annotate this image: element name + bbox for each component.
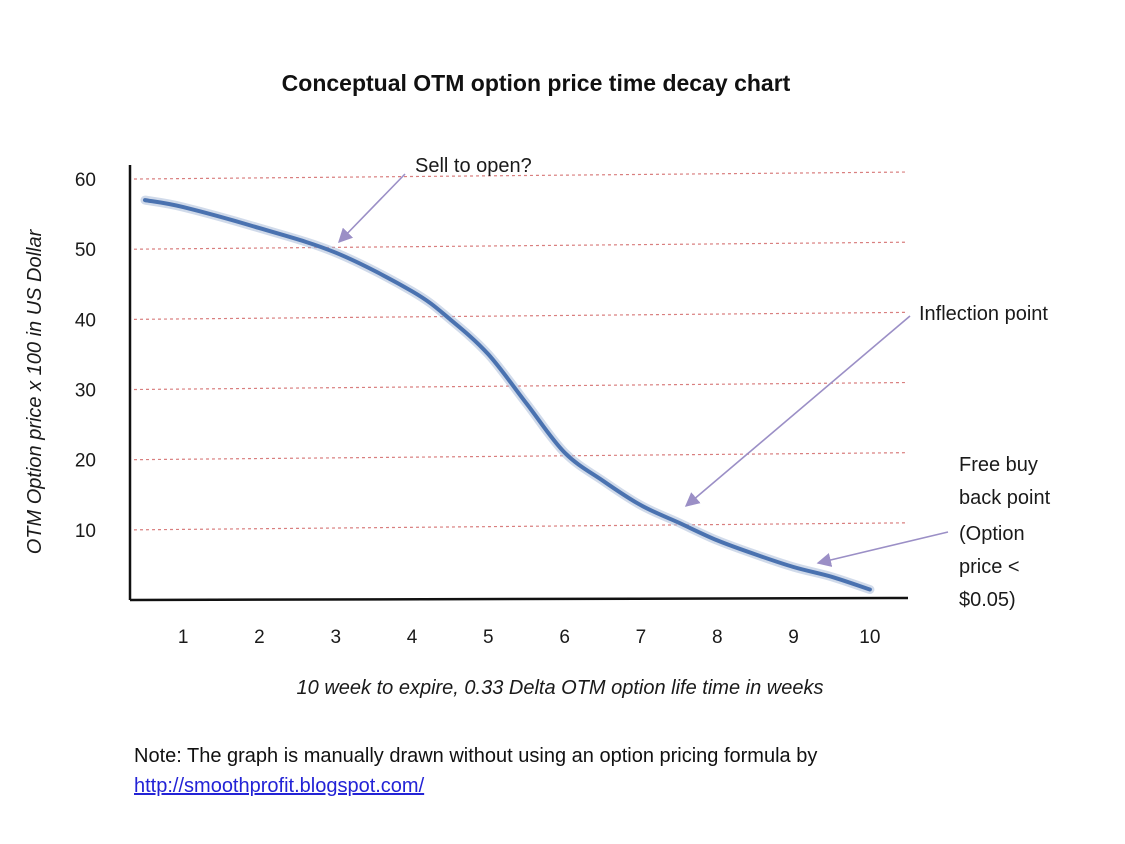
x-tick-label: 8 [712, 627, 723, 648]
annotation-arrow-buyback [816, 531, 949, 567]
x-tick-label: 9 [788, 627, 799, 648]
annotation-arrow-inflection [684, 315, 911, 507]
grid-line-30 [133, 381, 909, 391]
annotation-sell-to-open: Sell to open? [337, 155, 532, 244]
footnote-text: Note: The graph is manually drawn withou… [134, 745, 818, 767]
x-tick-label: 4 [407, 627, 418, 648]
x-axis-label: 10 week to expire, 0.33 Delta OTM option… [297, 677, 824, 699]
x-tick-label: 10 [859, 627, 880, 648]
grid-line-20 [133, 452, 909, 461]
annotation-label-buyback-line5: $0.05) [959, 589, 1016, 611]
series-line-shadow [140, 195, 875, 594]
series-line-otm-option-price [143, 198, 872, 592]
y-tick-labels: 10 20 30 40 50 60 [75, 170, 96, 542]
y-tick-label: 40 [75, 310, 96, 331]
y-axis-label: OTM Option price x 100 in US Dollar [24, 228, 46, 554]
annotation-label-buyback-line2: back point [959, 487, 1051, 509]
y-tick-label: 50 [75, 240, 96, 261]
x-tick-label: 5 [483, 627, 494, 648]
annotation-label-buyback-line4: price < [959, 556, 1020, 578]
x-tick-label: 6 [559, 627, 570, 648]
x-axis-line [129, 596, 909, 602]
x-tick-labels: 1 2 3 4 5 6 7 8 9 10 [178, 627, 881, 648]
x-tick-label: 3 [330, 627, 341, 648]
annotation-free-buy-back: Free buy back point (Option price < $0.0… [816, 454, 1051, 611]
annotation-arrow-sell [337, 173, 406, 244]
grid-line-50 [133, 241, 909, 250]
annotation-label-inflection: Inflection point [919, 303, 1048, 325]
annotation-inflection-point: Inflection point [684, 303, 1048, 507]
y-tick-label: 60 [75, 170, 96, 191]
y-tick-label: 30 [75, 381, 96, 402]
source-link[interactable]: http://smoothprofit.blogspot.com/ [134, 775, 425, 797]
annotation-label-buyback-line3: (Option [959, 523, 1025, 545]
chart-title: Conceptual OTM option price time decay c… [282, 70, 791, 96]
annotation-label-buyback-line1: Free buy [959, 454, 1038, 476]
grid-line-40 [133, 311, 909, 320]
y-tick-label: 20 [75, 451, 96, 472]
footnote: Note: The graph is manually drawn withou… [134, 741, 1094, 801]
x-tick-label: 7 [636, 627, 647, 648]
y-tick-label: 10 [75, 521, 96, 542]
annotation-label-sell: Sell to open? [415, 155, 532, 177]
grid-line-10 [133, 522, 909, 531]
x-tick-label: 1 [178, 627, 189, 648]
x-tick-label: 2 [254, 627, 265, 648]
